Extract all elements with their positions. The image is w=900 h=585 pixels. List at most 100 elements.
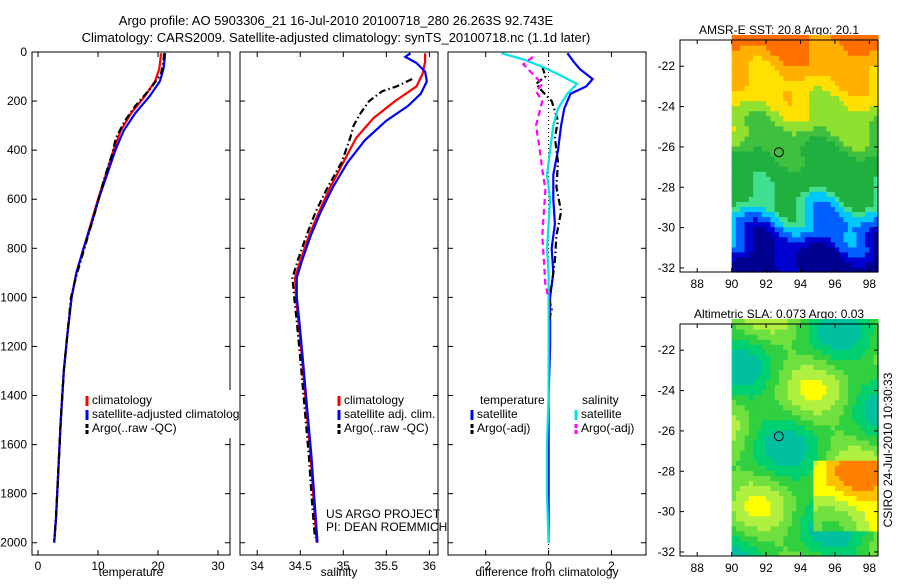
sst_map-cell: [843, 176, 849, 182]
sst_map-cell: [852, 236, 858, 243]
sla_map-cell: [779, 505, 784, 512]
sst_map-cell: [757, 75, 763, 81]
sst_map-cell: [839, 236, 845, 243]
sla_map-cell: [860, 485, 866, 492]
sla_map-cell: [852, 510, 858, 517]
sst_map-cell: [847, 130, 853, 137]
sla_map-cell: [834, 520, 840, 527]
sla_map-cell: [817, 344, 823, 350]
sla_map-cell: [783, 525, 789, 532]
sst_map-cell: [822, 156, 827, 162]
sst_map-cell: [839, 266, 845, 273]
sst_map-cell: [804, 120, 810, 127]
sst_map-cell: [753, 135, 759, 142]
sst_map-cell: [748, 226, 754, 233]
sst_map-cell: [865, 246, 870, 253]
sla_map-cell: [796, 460, 802, 466]
sla_map-cell: [779, 495, 784, 502]
sst_map-cell: [813, 246, 819, 253]
sla_map-cell: [774, 334, 780, 340]
sla_map-cell: [826, 495, 832, 502]
sla_map-cell: [770, 490, 776, 497]
sla_map-cell: [735, 409, 741, 416]
sla_map-cell: [748, 429, 754, 436]
sst_map-cell: [770, 50, 776, 56]
sst_map-cell: [834, 251, 840, 258]
sla_map-cell: [796, 364, 802, 370]
sst_map-cell: [787, 176, 793, 182]
sla_map-cell: [813, 434, 819, 441]
sst_map-cell: [813, 241, 819, 248]
sla_map-cell: [753, 485, 759, 492]
sst_map-cell: [774, 226, 780, 233]
sla_map-cell: [856, 374, 862, 381]
sst_map-cell: [809, 216, 815, 223]
sla_map-cell: [839, 440, 845, 446]
sla_map-cell: [761, 318, 767, 325]
sla_map-cell: [839, 349, 845, 355]
sla_map-cell: [856, 394, 862, 401]
sla_map-cell: [791, 480, 797, 486]
sla_map-cell: [856, 445, 862, 451]
sla_map-cell: [826, 364, 832, 370]
sst_map-cell: [843, 45, 849, 51]
sla_map-cell: [744, 500, 750, 507]
sla_map-cell: [791, 399, 797, 406]
sst_map-cell: [761, 261, 767, 268]
sla_map-cell: [757, 550, 763, 557]
sla_map-cell: [822, 344, 827, 350]
sla_map-cell: [731, 460, 737, 466]
sst_map-cell: [813, 256, 819, 263]
sst_map-cell: [830, 196, 836, 202]
sst_map-cell: [757, 266, 763, 273]
sst_map-cell: [873, 50, 879, 56]
sla_map-cell: [809, 379, 815, 386]
sst_map-cell: [813, 110, 819, 117]
sla_map-cell: [804, 535, 810, 542]
sla_map-cell: [826, 470, 832, 476]
temperature-ytick-label: 1800: [0, 487, 27, 501]
sla_map-cell: [740, 515, 746, 522]
sla_map-cell: [809, 429, 815, 436]
sst_map-cell: [822, 236, 827, 243]
sst_map-cell: [748, 120, 754, 127]
sla_map-cell: [813, 450, 819, 456]
sst_map-cell: [865, 80, 870, 86]
sla_map-cell: [843, 354, 849, 360]
sst_map-cell: [869, 201, 875, 208]
sla_map-cell: [860, 374, 866, 381]
sst_map-cell: [757, 181, 763, 187]
sla_map-cell: [804, 540, 810, 547]
sst_map-cell: [770, 115, 776, 122]
sla_map-cell: [826, 354, 832, 360]
sst_map-cell: [735, 40, 741, 46]
sla_map-cell: [809, 470, 815, 476]
sst_map-cell: [731, 246, 737, 253]
sst_map-cell: [757, 85, 763, 92]
sla_map-cell: [774, 525, 780, 532]
sst_map-cell: [869, 105, 875, 112]
sst_map-cell: [735, 105, 741, 112]
sla_map-cell: [779, 318, 784, 325]
sst_map-cell: [826, 166, 832, 172]
sla_map-cell: [822, 318, 827, 325]
sst_map-cell: [860, 206, 866, 213]
sla_map-cell: [740, 404, 746, 411]
sst_map-cell: [869, 236, 875, 243]
sla_map-cell: [761, 374, 767, 381]
sst_map-cell: [830, 90, 836, 97]
sst_map-cell: [735, 34, 741, 41]
sst_map-cell: [748, 181, 754, 187]
sla_map-cell: [843, 530, 849, 537]
sla_map-cell: [834, 480, 840, 486]
sla_map-cell: [744, 409, 750, 416]
sla_map-cell: [817, 485, 823, 492]
sst_map-cell: [817, 140, 823, 147]
sla_map-cell: [735, 455, 741, 461]
sla_map-cell: [783, 455, 789, 461]
sst_map-cell: [770, 176, 776, 182]
sla_map-cell: [774, 384, 780, 391]
sla_map-cell: [791, 470, 797, 476]
sst_map-cell: [770, 85, 776, 92]
sla_map-cell: [779, 354, 784, 360]
